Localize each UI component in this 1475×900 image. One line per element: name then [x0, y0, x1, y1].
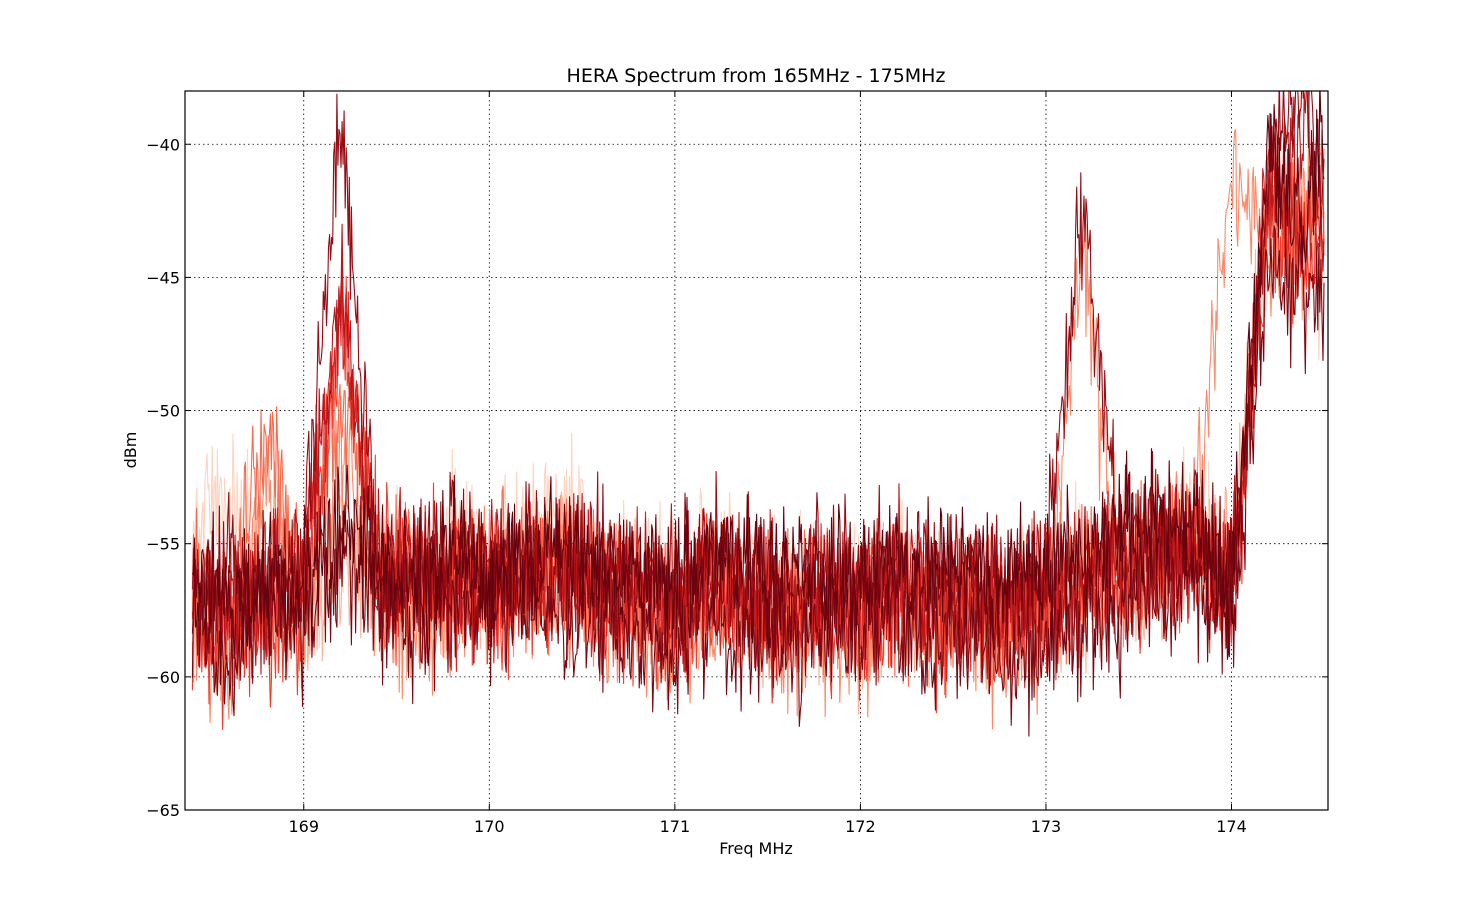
series-group	[191, 91, 1325, 737]
y-axis-label: dBm	[121, 432, 140, 469]
axis-ticks: 169 170 171 172 173 174 −40 −45 −50 −55 −60 −65	[146, 91, 1328, 836]
y-tick-label: −45	[146, 268, 180, 287]
x-axis-label: Freq MHz	[719, 839, 793, 858]
y-tick-label: −50	[146, 402, 180, 421]
x-tick-label: 169	[288, 817, 319, 836]
x-tick-label: 173	[1031, 817, 1062, 836]
chart-title: HERA Spectrum from 165MHz - 175MHz	[567, 65, 946, 87]
x-tick-label: 171	[660, 817, 691, 836]
x-tick-label: 174	[1216, 817, 1247, 836]
y-tick-label: −55	[146, 535, 180, 554]
x-tick-label: 172	[845, 817, 876, 836]
y-tick-label: −60	[146, 668, 180, 687]
y-tick-label: −65	[146, 801, 180, 820]
spectrum-trace	[191, 224, 1325, 737]
plot-frame	[184, 90, 1329, 811]
spectrum-trace	[191, 91, 1325, 686]
x-tick-label: 170	[474, 817, 505, 836]
y-tick-label: −40	[146, 135, 180, 154]
